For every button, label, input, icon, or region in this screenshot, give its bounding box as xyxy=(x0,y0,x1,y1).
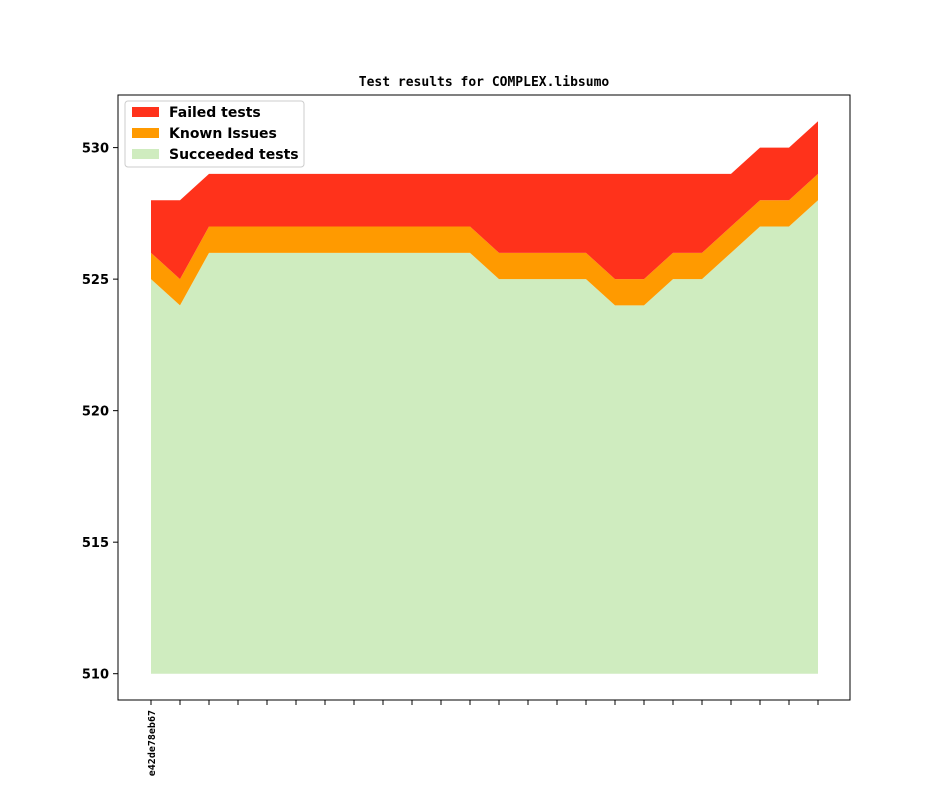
area-known-issues xyxy=(151,173,818,306)
legend-swatch-succeeded-tests xyxy=(132,149,159,159)
legend-box xyxy=(124,100,305,168)
legend: Failed tests Known Issues Succeeded tests xyxy=(124,100,305,168)
y-axis: 510 515 520 525 530 xyxy=(82,142,118,683)
legend-swatch-failed-tests xyxy=(132,107,159,117)
chart-title: Test results for COMPLEX.libsumo xyxy=(359,75,610,90)
y-tick-label: 510 xyxy=(82,668,109,683)
area-succeeded-tests xyxy=(151,200,818,674)
legend-label-known-issues: Known Issues xyxy=(169,126,277,142)
legend-swatch-known-issues xyxy=(132,128,159,138)
plot-area-frame xyxy=(117,94,851,701)
y-tick-label: 515 xyxy=(82,536,109,551)
legend-label-failed-tests: Failed tests xyxy=(169,105,261,121)
y-tick-label: 530 xyxy=(82,142,109,157)
x-axis: e42de78eb67 xyxy=(147,700,819,776)
y-tick-label: 520 xyxy=(82,405,109,420)
y-tick-label: 525 xyxy=(82,273,109,288)
legend-label-succeeded-tests: Succeeded tests xyxy=(169,147,299,163)
x-tick-label: e42de78eb67 xyxy=(147,710,158,776)
area-series-group xyxy=(151,121,818,674)
area-failed-tests xyxy=(151,121,818,280)
